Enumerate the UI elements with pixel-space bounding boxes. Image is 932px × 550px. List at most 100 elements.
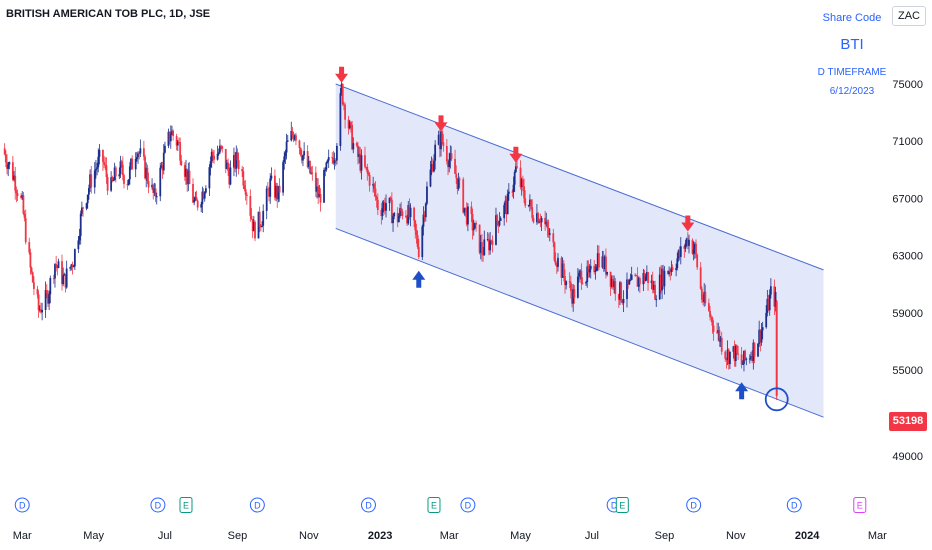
candle-body: [357, 145, 359, 157]
candle-body: [97, 156, 100, 168]
candle-body: [745, 358, 748, 360]
x-tick-label: Sep: [228, 530, 248, 542]
candle-body: [388, 197, 391, 204]
candle-body: [573, 289, 576, 298]
candle-body: [167, 131, 170, 146]
candle-body: [568, 281, 571, 283]
candle-body: [652, 284, 655, 290]
dividend-marker[interactable]: D: [460, 497, 476, 513]
candle-body: [389, 197, 392, 200]
earnings-marker[interactable]: E: [179, 497, 193, 513]
candle-body: [159, 167, 162, 197]
earnings-marker[interactable]: E: [853, 497, 867, 513]
candle-body: [774, 292, 777, 307]
candle-body: [331, 157, 334, 159]
candle-body: [488, 238, 490, 251]
candle-body: [603, 256, 606, 269]
candle-body: [61, 261, 63, 285]
candle-body: [393, 212, 396, 217]
candle-body: [381, 208, 384, 216]
dividend-marker[interactable]: D: [686, 497, 702, 513]
candle-body: [351, 124, 353, 150]
candle-body: [200, 204, 203, 208]
candle-body: [130, 158, 132, 167]
candle-body: [38, 309, 41, 311]
candle-body: [142, 148, 145, 157]
candle-body: [610, 278, 613, 287]
candle-body: [332, 157, 335, 164]
candle-body: [102, 149, 104, 162]
candle-body: [341, 84, 344, 105]
candle-body: [670, 267, 673, 272]
candle-body: [620, 282, 623, 301]
candle-body: [540, 217, 543, 223]
candle-body: [291, 130, 294, 136]
candle-body: [685, 238, 688, 244]
candle-body: [172, 130, 175, 137]
candle-body: [724, 351, 727, 359]
dividend-marker[interactable]: D: [150, 497, 166, 513]
candle-body: [741, 363, 744, 365]
candle-body: [151, 184, 153, 188]
candle-body: [302, 155, 304, 161]
candle-body: [217, 152, 220, 154]
dividend-marker[interactable]: D: [249, 497, 265, 513]
candle-body: [193, 199, 196, 203]
candle-body: [121, 164, 124, 176]
candle-body: [195, 197, 198, 201]
candle-body: [183, 165, 186, 177]
candle-body: [669, 271, 672, 273]
candle-body: [16, 193, 19, 196]
candle-body: [95, 168, 97, 171]
x-tick-label: Nov: [299, 530, 319, 542]
candle-body: [276, 185, 279, 200]
x-tick-label: 2024: [795, 530, 820, 542]
candle-body: [372, 183, 375, 186]
candle-body: [111, 177, 114, 181]
candle-body: [282, 162, 284, 193]
candle-body: [474, 222, 476, 229]
channel-upper-line: [335, 83, 824, 271]
candle-body: [408, 205, 411, 218]
dividend-marker[interactable]: D: [786, 497, 802, 513]
candle-body: [103, 161, 106, 165]
candle-body: [70, 264, 73, 268]
earnings-marker[interactable]: E: [615, 497, 629, 513]
x-tick-label: Nov: [726, 530, 746, 542]
candle-body: [23, 213, 26, 219]
candle-body: [686, 238, 689, 246]
candle-body: [306, 151, 309, 167]
candle-body: [717, 330, 720, 333]
candle-body: [442, 142, 445, 147]
candle-body: [310, 172, 313, 174]
earnings-marker[interactable]: E: [427, 497, 441, 513]
candle-body: [210, 151, 213, 162]
candle-body: [675, 268, 678, 271]
candle-body: [292, 135, 295, 140]
candle-body: [489, 240, 492, 251]
dividend-marker[interactable]: D: [14, 497, 30, 513]
candle-body: [204, 188, 207, 193]
down-arrow-icon: [434, 115, 448, 132]
candle-body: [438, 134, 441, 150]
candle-body: [88, 188, 90, 195]
candle-body: [93, 170, 96, 188]
candle-body: [185, 168, 187, 177]
x-tick-label: Mar: [440, 530, 459, 542]
candle-body: [119, 161, 122, 175]
candle-body: [667, 270, 669, 275]
candle-body: [496, 215, 499, 222]
candle-body: [249, 196, 252, 216]
currency-button[interactable]: ZAC: [892, 6, 926, 26]
candle-body: [209, 161, 212, 168]
candle-body: [153, 188, 156, 193]
candle-body: [104, 164, 107, 166]
candle-body: [589, 265, 592, 270]
candle-body: [757, 343, 759, 357]
candle-body: [367, 172, 370, 175]
dividend-marker[interactable]: D: [360, 497, 376, 513]
candle-body: [233, 155, 235, 168]
candle-body: [375, 196, 378, 200]
